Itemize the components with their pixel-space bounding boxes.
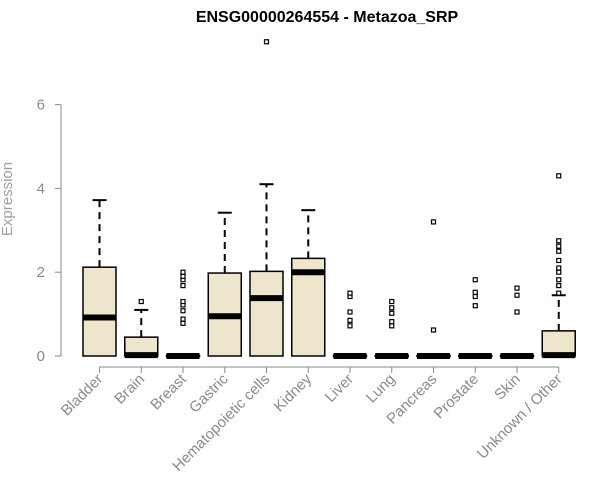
box-unknown-other <box>541 173 576 359</box>
outlier-point <box>472 289 478 295</box>
outlier-point <box>556 257 562 264</box>
outlier-point <box>347 309 353 315</box>
outlier-point <box>347 290 353 296</box>
outlier-point <box>180 273 186 279</box>
x-tick-label: Skin <box>491 371 524 404</box>
outlier-point <box>180 269 186 275</box>
box-pancreas <box>416 219 451 359</box>
outlier-point <box>472 303 478 309</box>
box-brain <box>124 298 159 359</box>
x-tick-label: Kidney <box>271 370 316 415</box>
outlier-point <box>514 309 520 315</box>
outlier-point <box>389 323 395 329</box>
outlier-point <box>556 283 562 289</box>
box-body <box>82 266 117 357</box>
outlier-point <box>472 277 478 283</box>
box-breast <box>165 269 201 359</box>
outlier-point <box>263 39 270 45</box>
outlier-point <box>556 290 562 296</box>
outlier-point <box>556 173 562 179</box>
outlier-point <box>430 327 437 333</box>
y-tick-label: 6 <box>37 97 45 114</box>
plot-area <box>82 39 576 359</box>
x-tick-label: Lung <box>363 371 399 407</box>
x-tick-label: Breast <box>147 370 190 413</box>
box-prostate <box>458 277 493 359</box>
box-lung <box>374 298 409 359</box>
y-tick-label: 0 <box>37 348 45 365</box>
outlier-point <box>389 298 395 305</box>
box-body <box>541 330 576 357</box>
outlier-point <box>180 308 186 314</box>
box-body <box>249 270 284 357</box>
outlier-point <box>514 292 520 298</box>
y-tick-label: 4 <box>37 180 45 197</box>
box-liver <box>332 290 368 359</box>
outlier-point <box>472 293 478 300</box>
outlier-point <box>180 298 186 305</box>
outlier-point <box>556 269 562 275</box>
outlier-point <box>180 316 186 322</box>
outlier-point <box>138 298 144 305</box>
outlier-point <box>556 238 562 244</box>
box-bladder <box>82 199 117 357</box>
outlier-point <box>389 310 395 316</box>
box-kidney <box>291 209 326 357</box>
y-axis: 0 2 4 6 <box>37 97 62 365</box>
y-axis-label: Expression <box>0 162 16 236</box>
outlier-point <box>347 323 353 329</box>
outlier-point <box>180 320 186 326</box>
x-tick-label: Liver <box>322 371 357 406</box>
outlier-point <box>556 248 562 254</box>
outlier-point <box>430 219 437 225</box>
x-tick-label: Bladder <box>58 371 107 420</box>
y-tick-label: 2 <box>37 264 45 281</box>
outlier-point <box>556 265 562 271</box>
box-hematopoietic-cells <box>249 39 284 357</box>
box-gastric <box>207 211 242 357</box>
outlier-point <box>514 285 520 291</box>
outlier-point <box>347 317 353 323</box>
box-skin <box>499 285 535 359</box>
chart-title: ENSG00000264554 - Metazoa_SRP <box>196 9 459 26</box>
outlier-point <box>180 283 186 289</box>
x-tick-label: Brain <box>111 371 148 408</box>
outlier-point <box>556 277 562 283</box>
x-tick-label: Prostate <box>431 371 483 423</box>
outlier-point <box>556 243 562 249</box>
outlier-point <box>389 319 395 325</box>
outlier-point <box>389 305 395 311</box>
